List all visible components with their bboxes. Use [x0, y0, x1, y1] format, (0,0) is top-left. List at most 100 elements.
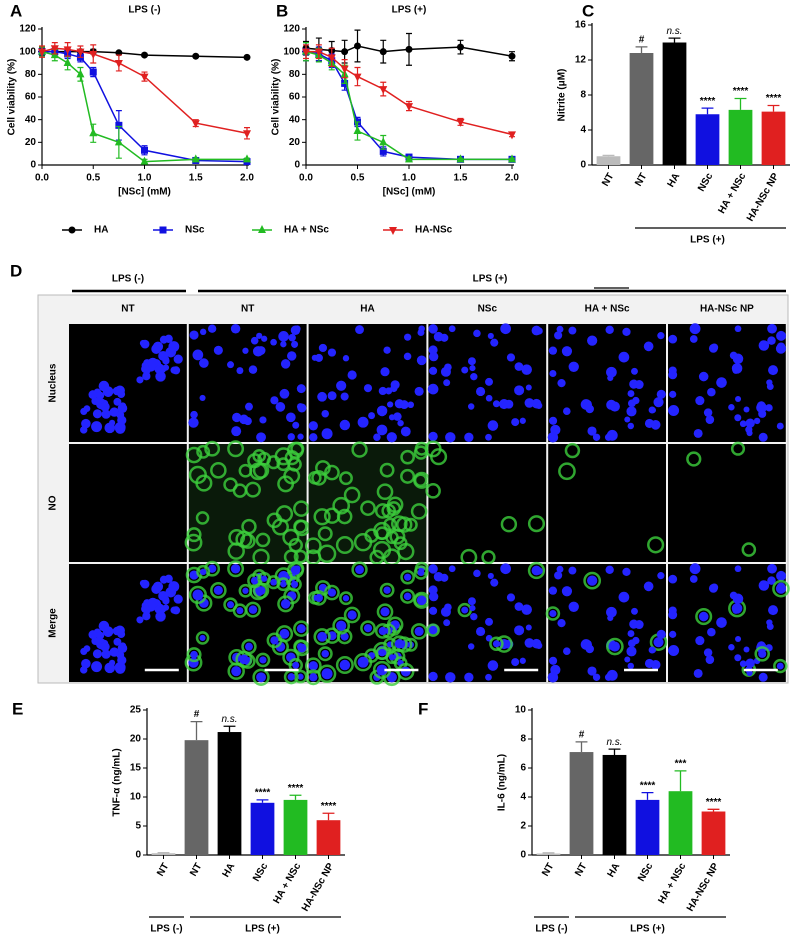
nucleus: [114, 625, 125, 636]
significance-label: #: [194, 709, 200, 720]
nucleus: [270, 578, 277, 586]
no-signal: [315, 580, 331, 596]
nucleus: [643, 341, 654, 352]
nucleus: [368, 412, 376, 420]
nucleus: [141, 602, 149, 609]
nucleus: [259, 656, 267, 664]
error-bar: [289, 794, 302, 800]
nucleus: [732, 606, 740, 614]
nucleus: [758, 672, 768, 682]
nucleus: [734, 565, 742, 573]
nucleus: [739, 420, 747, 428]
nucleus: [628, 399, 636, 408]
significance-label: #: [579, 730, 585, 741]
nucleus: [490, 338, 499, 347]
nucleus: [318, 343, 328, 353]
nucleus: [511, 418, 520, 427]
nucleus: [557, 619, 566, 628]
micrograph: [69, 444, 187, 562]
point: [379, 48, 387, 56]
no-signal: [754, 646, 770, 662]
no-signal: [730, 441, 746, 456]
nucleus: [292, 661, 300, 669]
error-bar: [575, 741, 588, 753]
nucleus: [535, 402, 543, 409]
significance-label: #: [639, 35, 645, 46]
no-signal: [564, 442, 581, 459]
no-signal: [304, 537, 322, 555]
no-signal: [315, 460, 331, 476]
nucleus: [250, 336, 259, 345]
nucleus: [308, 661, 318, 671]
point: [353, 126, 362, 134]
group-label: LPS (+): [690, 235, 725, 246]
nucleus: [756, 402, 767, 413]
nucleus: [416, 355, 427, 366]
nucleus: [173, 354, 183, 364]
nucleus: [705, 415, 715, 424]
y-tick-label: 120: [19, 24, 36, 35]
legend-marker: [68, 226, 76, 234]
no-signal: [317, 544, 337, 564]
nucleus: [461, 606, 469, 614]
no-signal: [773, 658, 788, 674]
x-tick-label: NSc: [251, 861, 270, 884]
point: [508, 154, 516, 163]
bar: [316, 820, 341, 855]
column-label: NT: [241, 304, 254, 315]
nucleus: [119, 402, 127, 410]
significance-label: ****: [288, 783, 304, 794]
nucleus: [230, 323, 241, 334]
y-tick-label: 25: [130, 705, 142, 716]
series-line: [41, 50, 247, 163]
nucleus: [605, 325, 614, 334]
no-signal: [332, 616, 351, 635]
nucleus: [400, 666, 411, 677]
nucleus: [380, 607, 390, 617]
y-axis-label: Cell viability (%): [7, 59, 18, 136]
bar: [151, 853, 176, 855]
no-signal: [336, 508, 353, 525]
nucleus: [668, 334, 678, 344]
point: [456, 154, 465, 163]
nucleus: [429, 366, 438, 375]
nucleus: [511, 658, 520, 667]
point: [63, 46, 72, 55]
nucleus: [155, 611, 166, 622]
point: [457, 43, 464, 51]
error-bar: [641, 792, 654, 800]
x-tick-label: NSc: [696, 171, 715, 194]
x-tick-label: HA-NSc NP: [685, 861, 722, 913]
nucleus: [429, 351, 439, 362]
y-tick-label: 100: [19, 46, 36, 57]
panel-label: F: [418, 699, 428, 718]
nucleus: [475, 626, 486, 637]
nucleus: [668, 366, 677, 375]
error-bar: [734, 97, 747, 110]
no-signal: [339, 591, 353, 606]
nucleus: [557, 379, 566, 388]
nucleus: [309, 673, 318, 682]
nucleus: [280, 341, 287, 348]
nucleus: [347, 610, 357, 620]
nucleus: [387, 401, 394, 408]
nucleus: [158, 605, 167, 613]
nucleus: [467, 643, 475, 650]
nucleus: [734, 395, 742, 403]
nucleus: [653, 637, 664, 648]
nucleus: [88, 630, 98, 639]
nucleus: [561, 346, 573, 357]
nucleus: [101, 409, 111, 419]
no-signal: [372, 540, 392, 560]
nucleus: [707, 387, 716, 397]
point: [114, 137, 123, 146]
nucleus: [340, 392, 349, 401]
y-tick-label: 6: [520, 763, 526, 774]
nucleus: [321, 668, 333, 680]
no-signal: [360, 620, 376, 636]
error-bar: [635, 46, 648, 53]
nucleus: [192, 589, 204, 601]
nucleus: [355, 565, 364, 574]
series-line: [41, 47, 248, 135]
